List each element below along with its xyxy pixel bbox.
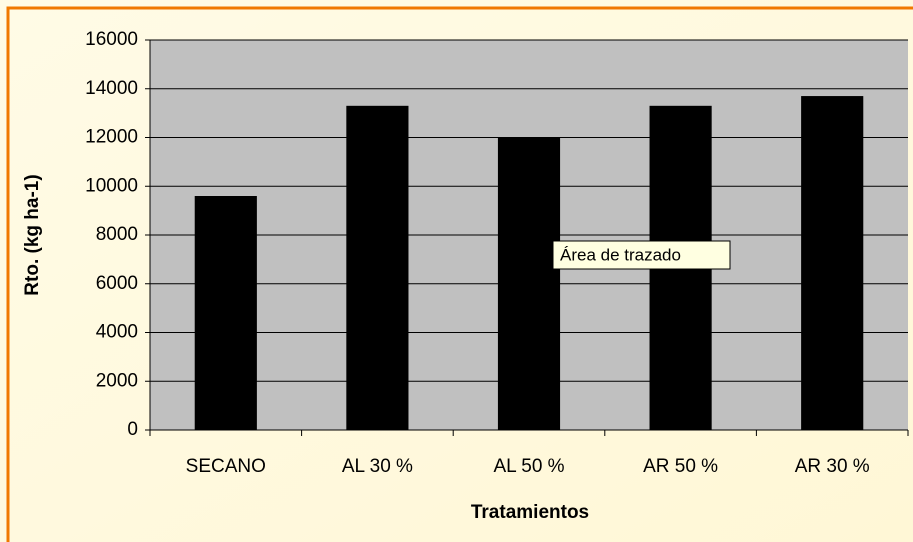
y-tick-label: 16000 — [85, 29, 138, 50]
x-tick-label: SECANO — [186, 456, 266, 477]
y-tick-label: 0 — [127, 419, 138, 440]
frame-border — [6, 6, 913, 542]
y-tick-label: 6000 — [96, 273, 138, 294]
x-tick-label: AR 30 % — [795, 456, 870, 477]
y-tick-label: 10000 — [85, 175, 138, 196]
y-axis-label: Rto. (kg ha-1) — [22, 174, 43, 295]
x-tick-label: AL 50 % — [493, 456, 564, 477]
tooltip: Área de trazado — [552, 240, 731, 270]
tooltip-box — [552, 240, 731, 270]
bar — [194, 196, 257, 430]
y-tick-label: 2000 — [96, 370, 138, 391]
x-tick-label: AL 30 % — [342, 456, 413, 477]
x-axis-label: Tratamientos — [471, 502, 589, 523]
bar — [346, 105, 409, 430]
y-tick-label: 4000 — [96, 322, 138, 343]
x-tick-label: AR 50 % — [643, 456, 718, 477]
tooltip-text: Área de trazado — [560, 245, 681, 264]
y-tick-label: 14000 — [85, 78, 138, 99]
bar — [801, 96, 864, 430]
y-tick-label: 12000 — [85, 127, 138, 148]
bar — [497, 137, 561, 430]
y-tick-label: 8000 — [96, 224, 138, 245]
